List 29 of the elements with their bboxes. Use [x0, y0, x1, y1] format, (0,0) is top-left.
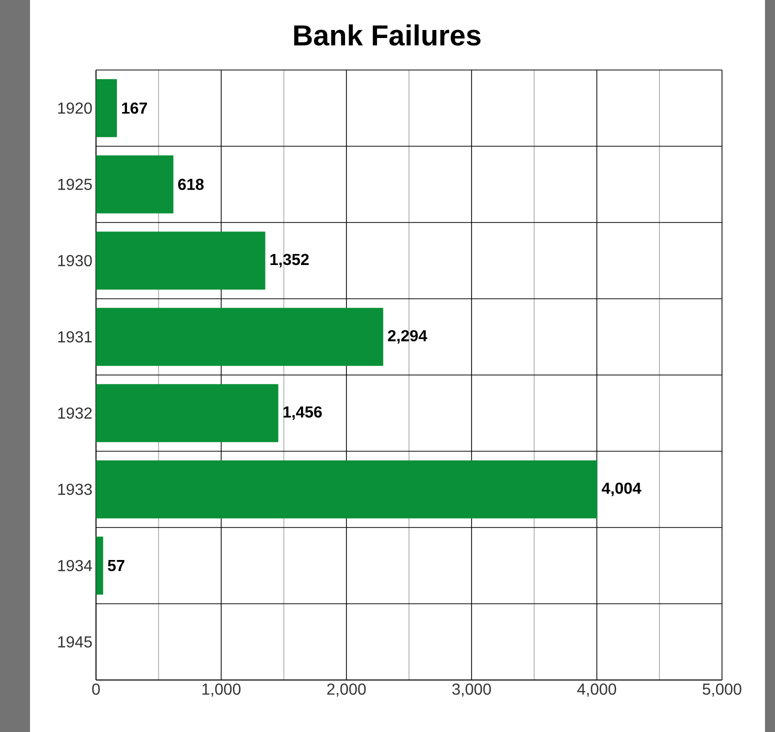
y-tick-label: 1930 [58, 254, 92, 266]
y-tick-label: 1931 [58, 331, 92, 343]
data-label: 57 [108, 560, 124, 572]
y-tick-label: 1920 [58, 102, 92, 114]
chart-title: Bank Failures [294, 24, 481, 46]
bar [96, 384, 278, 442]
x-tick-label: 4,000 [577, 684, 616, 697]
x-tick-label: 5,000 [702, 684, 742, 697]
y-tick-label: 1925 [58, 178, 92, 190]
x-tick-label: 3,000 [452, 684, 491, 697]
data-label: 1,456 [283, 406, 322, 420]
data-label: 1,352 [270, 254, 309, 268]
x-tick-label: 2,000 [327, 684, 366, 697]
bar [96, 460, 598, 518]
bar [96, 308, 384, 366]
y-tick-label: 1933 [58, 484, 92, 496]
x-tick-label: 0 [92, 684, 100, 695]
y-tick-label: 1934 [58, 560, 92, 572]
x-tick-label: 1,000 [202, 684, 241, 697]
bar [96, 79, 117, 138]
data-label: 618 [178, 178, 204, 190]
data-label: 4,004 [602, 482, 642, 496]
bar [96, 536, 104, 595]
data-label: 167 [122, 102, 147, 114]
y-tick-label: 1932 [58, 407, 92, 419]
y-tick-label: 1945 [58, 636, 92, 648]
bar [96, 155, 174, 214]
data-label: 2,294 [388, 330, 428, 344]
bar [96, 232, 266, 290]
